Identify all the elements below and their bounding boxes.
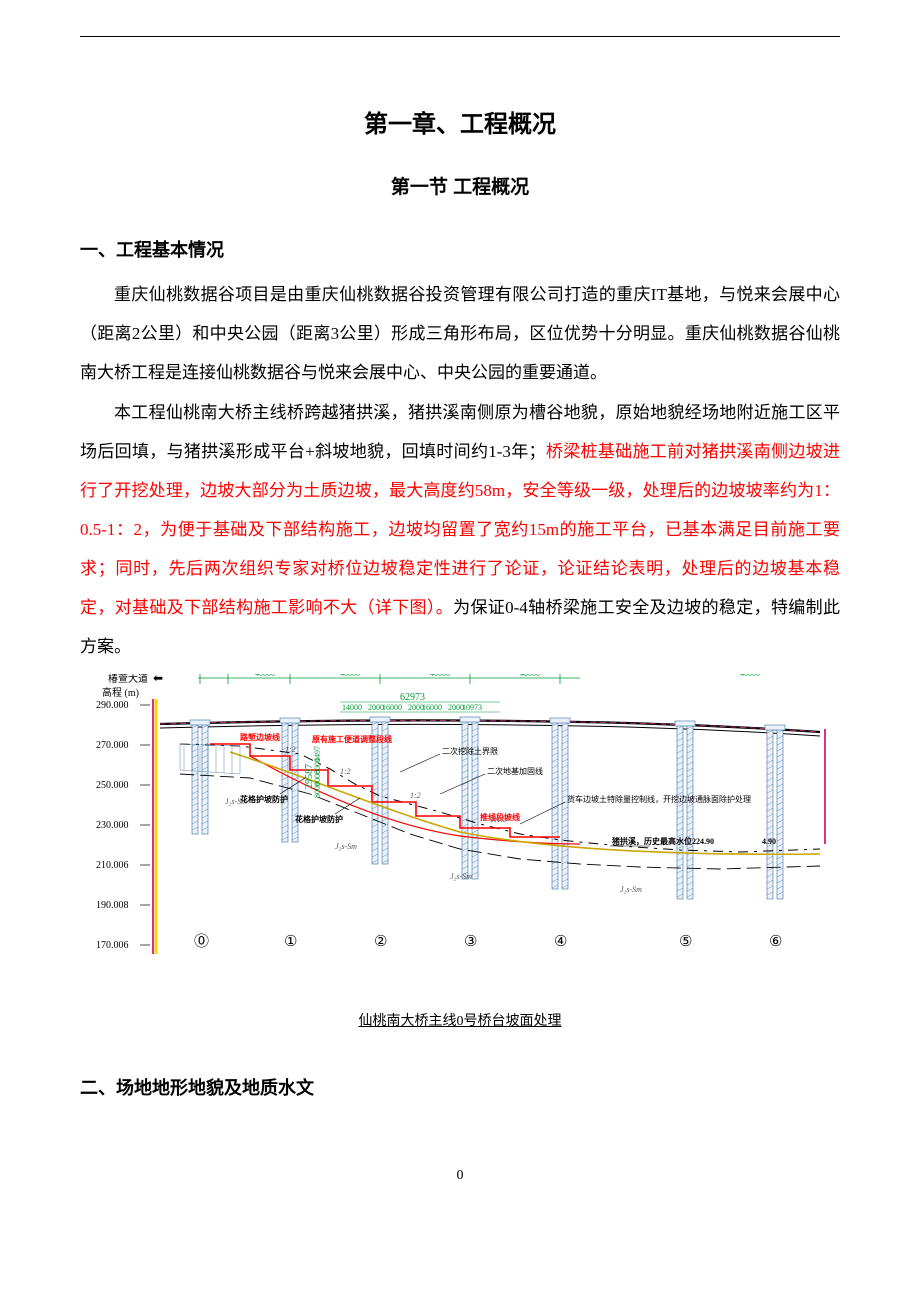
svg-text:J₂s-Sm: J₂s-Sm [450, 872, 472, 881]
pier-label-1: ① [284, 934, 297, 950]
diagram-wrap: 290.000 270.000 250.000 230.000 210.006 190.0… [80, 674, 840, 1038]
paragraph-2-red: 桥梁桩基础施工前对猪拱溪南侧边坡进行了开挖处理，边坡大部分为土质边坡，最大高度约… [80, 442, 840, 617]
ann-blk-3: 货车边坡土特除量控制线，开挖边坡通脉面除护处理 [567, 794, 751, 804]
ann-blk-1g: 二次挖除土界限 [400, 746, 498, 772]
ann-red-2: 原有施工便道调整段线 [312, 734, 392, 744]
span-text-5: 40000 [430, 674, 450, 678]
y-tick-2: 250.000 [96, 780, 129, 791]
pier-label-0: ⓪ [194, 933, 209, 950]
subheading-1: 一、工程基本情况 [80, 230, 840, 271]
ann-blk-4v: 4.90 [762, 837, 776, 846]
ann-blk-2g: 二次地基加固线 [440, 766, 543, 794]
ann-blk-2: 二次地基加固线 [487, 766, 543, 776]
subdim-4: 16000 [422, 703, 442, 712]
y-tick-6: 170.006 [96, 940, 129, 951]
elev-label: 高程 (m) [102, 686, 139, 699]
left-num-total: 29587 [304, 764, 315, 789]
slope-ratio-3: 1:2 [410, 791, 421, 800]
dim-texts: 6000600040000120000（第一联）4000040000400001… [215, 674, 760, 678]
slope-ratio-2: 1:2 [340, 767, 351, 776]
span-text-8: 40000 [740, 674, 760, 678]
y-tick-5: 190.008 [96, 900, 129, 911]
slope-hatch-left [180, 744, 240, 774]
pier-0 [190, 720, 210, 834]
diagram-caption: 仙桃南大桥主线0号桥台坡面处理 [80, 1006, 840, 1038]
ann-red-1: 路堑边坡线 [240, 732, 280, 742]
sub-dim-texts: 14000200016000200016000200010973 [342, 703, 482, 712]
y-tick-4: 210.006 [96, 860, 129, 871]
ann-blk-5g: 花格护坡防护 [295, 798, 360, 824]
svg-text:J₂s-Sm: J₂s-Sm [620, 885, 642, 894]
span-text-6: 40000 [520, 674, 540, 678]
sub-dim-total: 62973 [400, 692, 425, 703]
road-label: 椿萱大道 [108, 674, 148, 685]
page-number: 0 [80, 1160, 840, 1192]
ann-blk-6: 花格护坡防护 [240, 794, 288, 804]
pier-5 [675, 721, 695, 899]
chapter-title: 第一章、工程概况 [80, 97, 840, 152]
ann-red-3: 推线段坡线 [480, 812, 520, 822]
top-rule [80, 36, 840, 37]
subdim-2: 16000 [382, 703, 402, 712]
ann-blk-4g: 猪拱溪，历史最高水位224.90 4.90 [610, 836, 776, 846]
pier-label-3: ③ [464, 934, 477, 950]
pier-3 [460, 717, 480, 879]
cross-section-diagram: 290.000 270.000 250.000 230.000 210.006 190.0… [80, 674, 840, 984]
y-tick-1: 270.000 [96, 740, 129, 751]
pier-6 [765, 725, 785, 899]
slope-ratio-1: 1:2 [285, 745, 296, 754]
pier-label-5: ⑤ [679, 934, 692, 950]
subdim-6: 10973 [462, 703, 482, 712]
dim-ticks [200, 674, 810, 684]
section-title: 第一节 工程概况 [80, 166, 840, 210]
arrow-left: ⬅ [153, 674, 163, 685]
ann-blk-1: 二次挖除土界限 [442, 746, 498, 756]
subheading-2: 二、场地地形地貌及地质水文 [80, 1068, 840, 1109]
y-tick-0: 290.000 [96, 700, 129, 711]
span-text-4: 40000 [340, 674, 360, 678]
pier-label-2: ② [374, 934, 387, 950]
road-label-text: 椿萱大道 [108, 674, 148, 685]
span-text-2: 40000 [255, 674, 275, 678]
paragraph-2: 本工程仙桃南大桥主线桥跨越猪拱溪，猪拱溪南侧原为槽谷地貌，原始地貌经场地附近施工… [80, 393, 840, 667]
piers-group [190, 717, 785, 899]
subdim-0: 14000 [342, 703, 362, 712]
ann-blk-5: 花格护坡防护 [295, 814, 343, 824]
svg-text:J₂s-Sm: J₂s-Sm [335, 842, 357, 851]
pier-label-4: ④ [554, 934, 567, 950]
pier-labels: ⓪ ① ② ③ ④ ⑤ ⑥ [194, 933, 782, 950]
pier-label-6: ⑥ [769, 934, 782, 950]
ann-blk-4: 猪拱溪，历史最高水位224.90 [611, 836, 714, 846]
paragraph-1: 重庆仙桃数据谷项目是由重庆仙桃数据谷投资管理有限公司打造的重庆IT基地，与悦来会… [80, 275, 840, 392]
y-tick-3: 230.000 [96, 820, 129, 831]
